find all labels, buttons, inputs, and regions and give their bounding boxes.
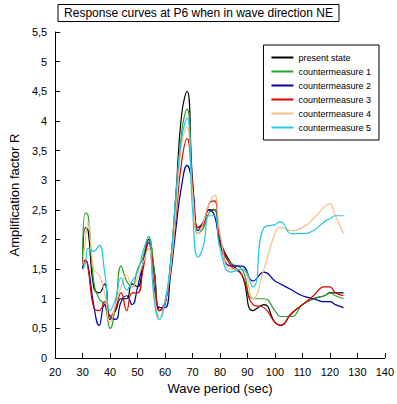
svg-text:0: 0 xyxy=(41,352,47,364)
svg-text:140: 140 xyxy=(376,366,394,378)
svg-text:5: 5 xyxy=(41,56,47,68)
svg-text:Response curves at P6 when in: Response curves at P6 when in wave direc… xyxy=(64,6,333,20)
svg-text:countermeasure 2: countermeasure 2 xyxy=(298,81,371,91)
svg-text:4: 4 xyxy=(41,115,47,127)
svg-text:130: 130 xyxy=(348,366,366,378)
svg-text:20: 20 xyxy=(49,366,61,378)
svg-text:1: 1 xyxy=(41,293,47,305)
svg-text:1,5: 1,5 xyxy=(32,263,47,275)
svg-text:2,5: 2,5 xyxy=(32,204,47,216)
svg-text:countermeasure 4: countermeasure 4 xyxy=(298,109,371,119)
svg-text:100: 100 xyxy=(266,366,284,378)
svg-text:0,5: 0,5 xyxy=(32,322,47,334)
svg-text:3: 3 xyxy=(41,174,47,186)
svg-text:5,5: 5,5 xyxy=(32,26,47,38)
svg-text:80: 80 xyxy=(214,366,226,378)
svg-text:110: 110 xyxy=(294,366,312,378)
svg-text:70: 70 xyxy=(186,366,198,378)
svg-text:60: 60 xyxy=(159,366,171,378)
svg-text:present state: present state xyxy=(298,53,350,63)
svg-text:2: 2 xyxy=(41,233,47,245)
svg-text:Amplification factor R: Amplification factor R xyxy=(7,134,22,257)
svg-text:Wave period (sec): Wave period (sec) xyxy=(168,381,273,396)
svg-text:countermeasure 3: countermeasure 3 xyxy=(298,95,371,105)
svg-text:4,5: 4,5 xyxy=(32,85,47,97)
svg-text:120: 120 xyxy=(321,366,339,378)
svg-text:30: 30 xyxy=(77,366,89,378)
svg-text:90: 90 xyxy=(241,366,253,378)
svg-text:40: 40 xyxy=(104,366,116,378)
svg-text:50: 50 xyxy=(131,366,143,378)
svg-text:countermeasure 1: countermeasure 1 xyxy=(298,67,371,77)
svg-text:countermeasure 5: countermeasure 5 xyxy=(298,123,371,133)
svg-text:3,5: 3,5 xyxy=(32,145,47,157)
